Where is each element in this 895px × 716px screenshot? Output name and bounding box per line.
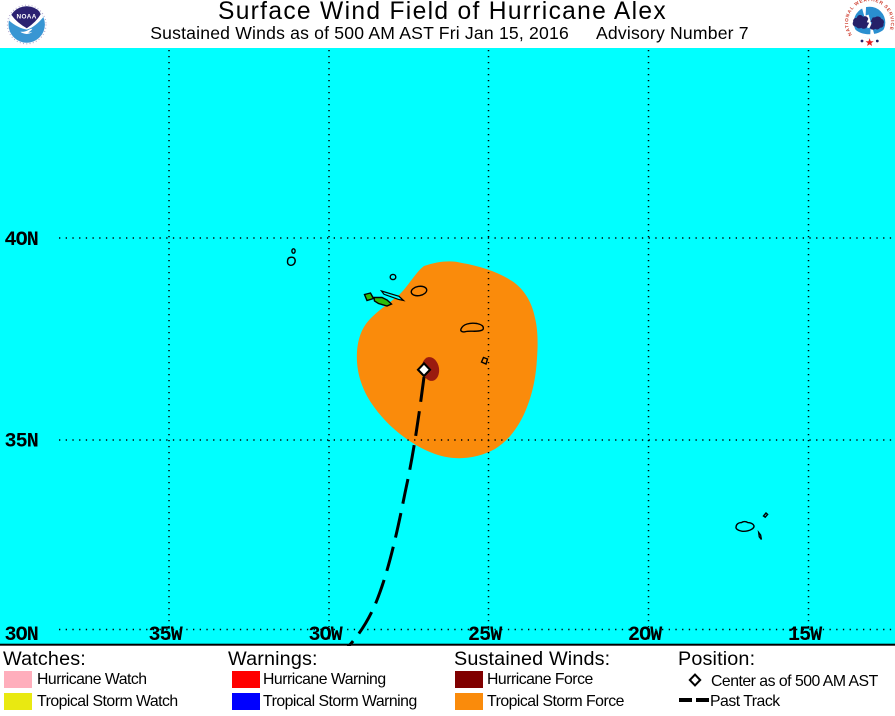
svg-text:3ON: 3ON [5, 624, 38, 646]
svg-text:NOAA: NOAA [16, 14, 36, 21]
svg-text:15W: 15W [788, 624, 822, 646]
svg-text:35N: 35N [5, 431, 38, 454]
svg-text:4ON: 4ON [5, 229, 38, 252]
svg-text:2OW: 2OW [628, 624, 662, 646]
svg-text:3OW: 3OW [309, 624, 343, 646]
svg-text:25W: 25W [468, 624, 502, 646]
svg-text:35W: 35W [149, 624, 183, 646]
